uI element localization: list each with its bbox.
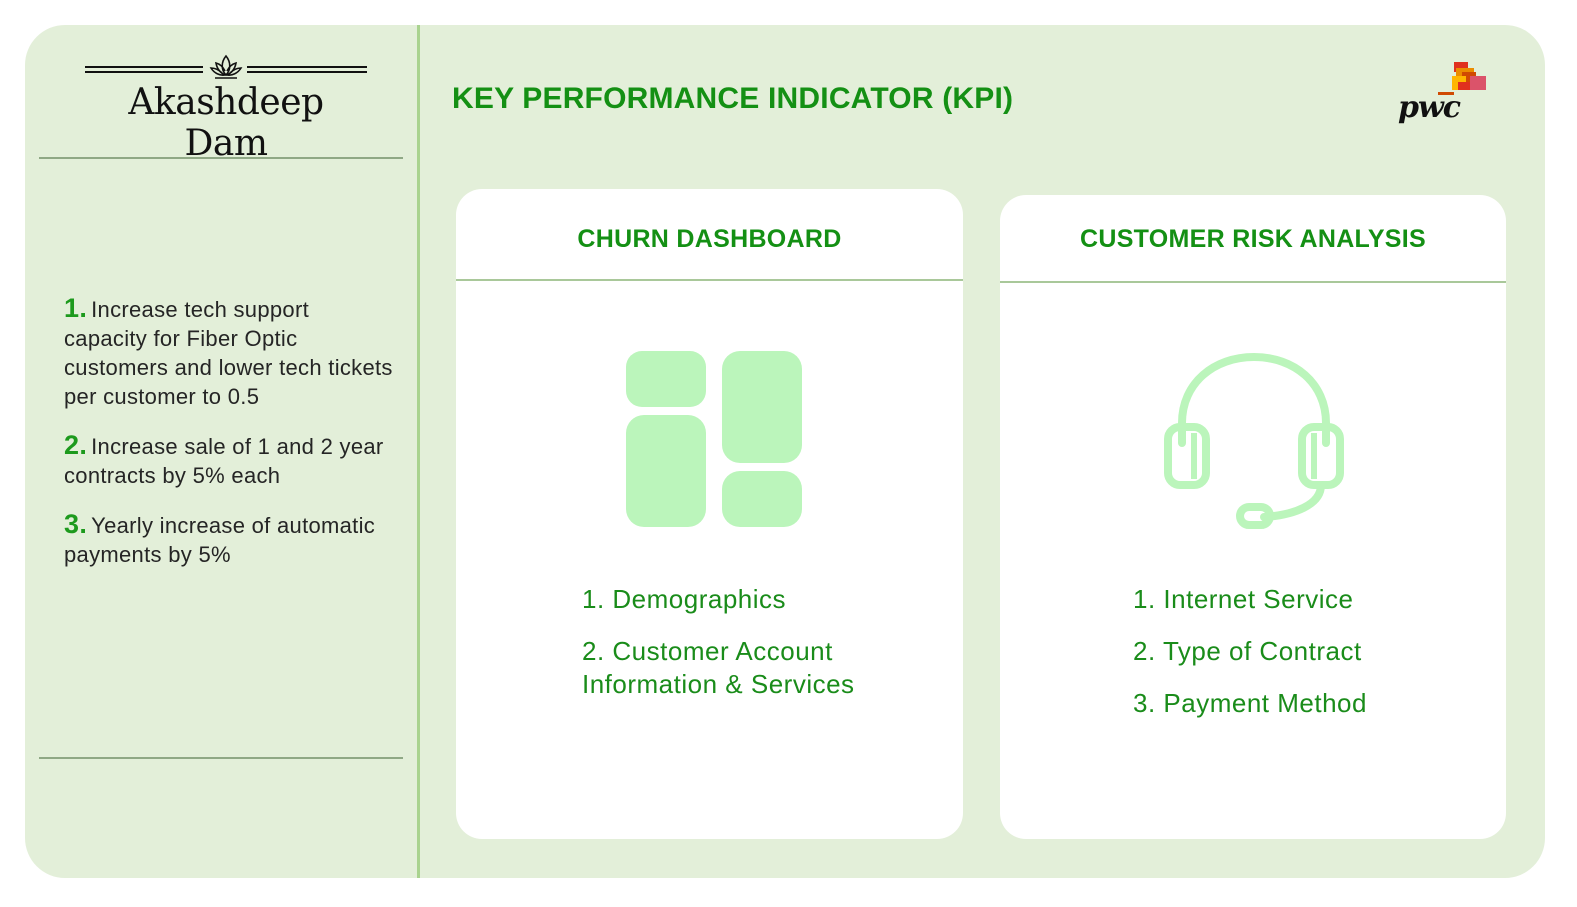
left-top-divider: [39, 157, 403, 159]
goal-number: 3.: [64, 509, 88, 539]
lotus-icon: [209, 54, 243, 79]
page-title: KEY PERFORMANCE INDICATOR (KPI): [452, 82, 1014, 115]
brand-name: Akashdeep Dam: [128, 82, 324, 164]
card-divider: [456, 279, 963, 281]
card-list: 1. Internet Service 2. Type of Contract …: [1133, 583, 1463, 739]
list-item: 2. Customer Account Information & Servic…: [582, 636, 855, 699]
goal-item: 3. Yearly increase of automatic payments …: [64, 510, 394, 569]
goal-item: 2. Increase sale of 1 and 2 year contract…: [64, 431, 394, 490]
goal-text: Increase sale of 1 and 2 year contracts …: [64, 434, 384, 488]
goals-list: 1. Increase tech support capacity for Fib…: [64, 294, 394, 589]
list-item: 1. Internet Service: [1133, 584, 1354, 614]
list-item: 2. Type of Contract: [1133, 636, 1362, 666]
churn-dashboard-card[interactable]: CHURN DASHBOARD 1. Demographics 2. Custo…: [456, 189, 963, 839]
brand-rule-left: [85, 66, 203, 76]
brand-rule-right: [247, 66, 367, 76]
goal-item: 1. Increase tech support capacity for Fib…: [64, 294, 394, 411]
card-title: CUSTOMER RISK ANALYSIS: [1079, 225, 1426, 253]
pwc-blocks-icon: [1438, 62, 1486, 95]
goal-text: Yearly increase of automatic payments by…: [64, 513, 376, 567]
goal-text: Increase tech support capacity for Fiber…: [64, 297, 393, 409]
brand-logo: Akashdeep Dam: [85, 52, 367, 164]
list-item: 3. Payment Method: [1133, 688, 1367, 718]
left-bottom-divider: [39, 757, 403, 759]
card-divider: [1000, 281, 1506, 283]
headset-icon: [1164, 353, 1344, 529]
dashboard-icon: [626, 351, 802, 527]
customer-risk-card[interactable]: CUSTOMER RISK ANALYSIS 1. Internet Servi…: [1000, 195, 1506, 839]
card-title: CHURN DASHBOARD: [577, 225, 842, 253]
list-item: 1. Demographics: [582, 584, 787, 614]
goal-number: 2.: [64, 430, 88, 460]
goal-number: 1.: [64, 293, 88, 323]
card-list: 1. Demographics 2. Customer Account Info…: [582, 583, 922, 720]
pwc-wordmark: pwc: [1398, 90, 1461, 125]
pwc-logo: pwc: [1396, 60, 1491, 132]
vertical-divider: [417, 25, 420, 878]
